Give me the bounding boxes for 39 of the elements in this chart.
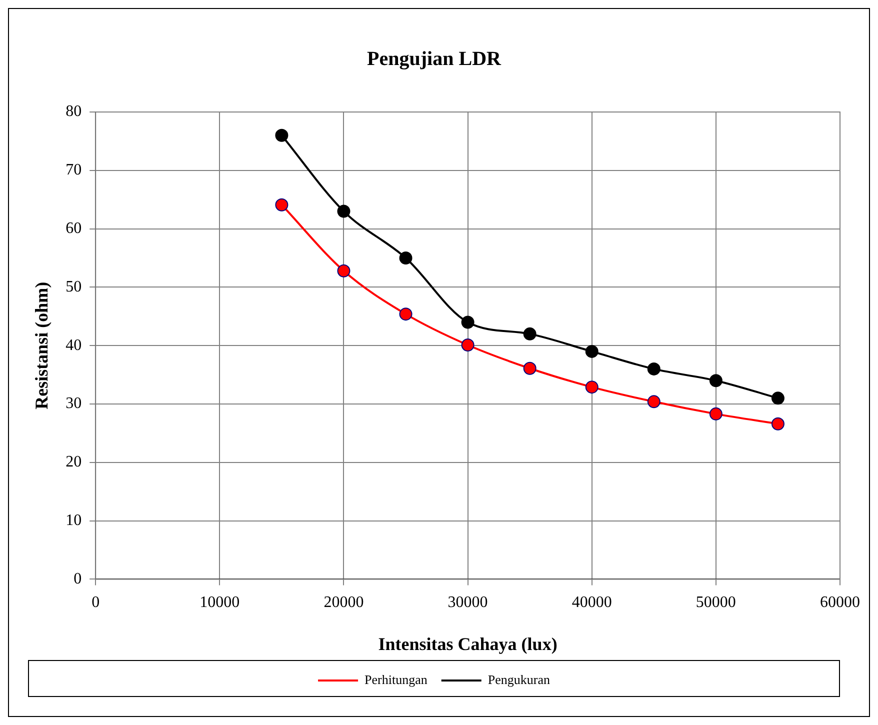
- x-tick-label: 40000: [572, 594, 612, 612]
- x-tick-label: 10000: [200, 594, 240, 612]
- point: [647, 395, 660, 408]
- point: [461, 338, 474, 352]
- x-tick-label: 20000: [324, 594, 364, 612]
- point: [461, 316, 474, 329]
- point: [523, 362, 536, 375]
- y-tick-label: 80: [66, 103, 82, 120]
- point: [647, 362, 660, 376]
- point: [275, 198, 288, 212]
- legend-label: Perhitungan: [364, 672, 428, 687]
- point: [585, 344, 598, 358]
- y-tick-label: 60: [66, 220, 82, 238]
- y-tick-label: 20: [66, 454, 82, 471]
- x-tick-label: 30000: [448, 594, 488, 612]
- point: [709, 374, 722, 388]
- point: [275, 128, 288, 142]
- y-axis-title: Resistansi (ohm): [31, 282, 52, 410]
- point: [585, 380, 598, 394]
- point: [337, 204, 350, 218]
- y-tick-label: 50: [66, 278, 82, 296]
- chart-title: Pengujian LDR: [367, 48, 502, 70]
- point: [771, 392, 784, 405]
- y-tick-label: 70: [66, 162, 82, 179]
- point: [771, 417, 784, 430]
- point: [399, 308, 412, 321]
- y-tick-label: 30: [66, 395, 82, 412]
- x-tick-label: 60000: [820, 594, 860, 612]
- y-tick-label: 40: [66, 336, 82, 354]
- x-tick-label: 50000: [696, 594, 736, 612]
- x-axis-title: Intensitas Cahaya (lux): [378, 634, 558, 654]
- point: [399, 252, 412, 264]
- point: [709, 407, 722, 420]
- x-tick-label: 0: [92, 594, 100, 612]
- point: [523, 327, 536, 340]
- legend-label: Pengukuran: [488, 672, 550, 687]
- y-tick-label: 0: [74, 570, 82, 588]
- point: [337, 264, 350, 278]
- y-tick-label: 10: [66, 512, 82, 530]
